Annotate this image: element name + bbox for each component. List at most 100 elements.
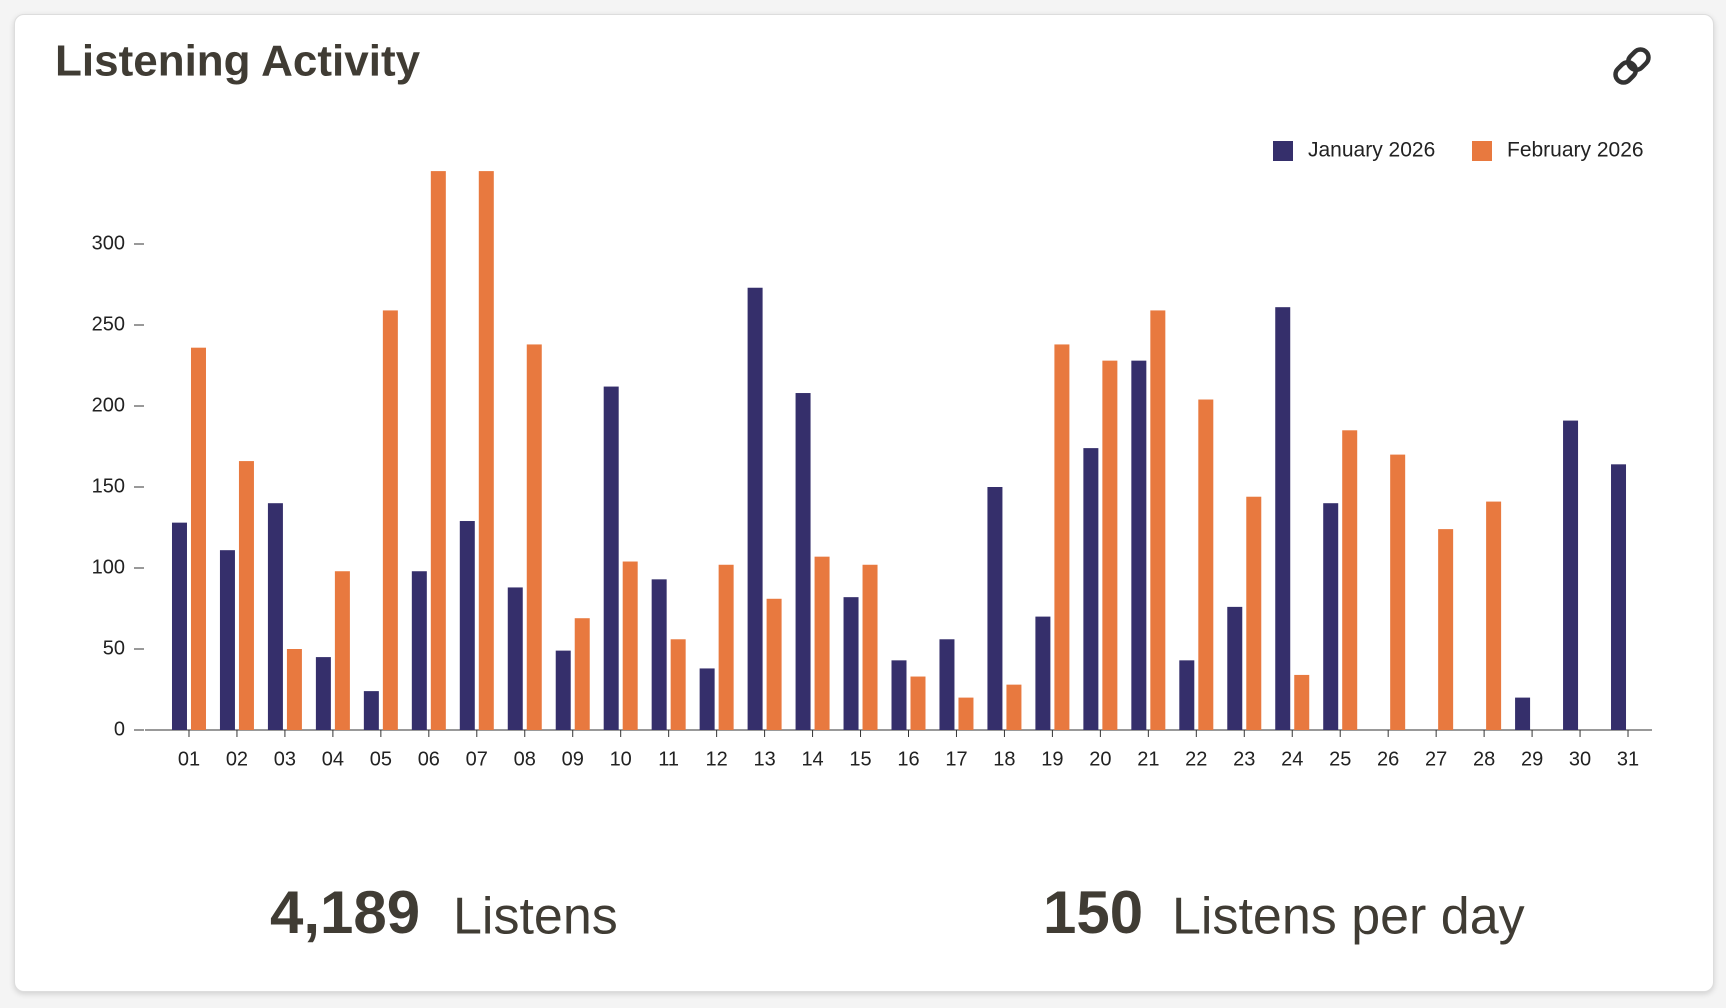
bar [1006,684,1022,730]
x-tick-label: 12 [706,748,728,770]
x-tick-label: 28 [1473,748,1495,770]
bar [718,564,734,730]
y-tick-label: 150 [92,475,125,497]
bar [987,487,1003,730]
bar [1294,674,1310,730]
x-tick-label: 02 [226,748,248,770]
bar [843,597,859,730]
legend-swatch [1472,141,1492,161]
bar [766,598,782,730]
bar [1390,454,1406,730]
bar [363,691,379,730]
bar [430,171,446,731]
bar [910,676,926,730]
bar [459,521,475,730]
x-tick-label: 15 [849,748,871,770]
stat-value: 4,189 [270,879,420,946]
bar [1131,360,1147,730]
bar [315,657,331,730]
x-tick-label: 31 [1617,748,1639,770]
chart-title: Listening Activity [55,37,421,86]
link-icon[interactable] [1612,46,1652,86]
bar [814,556,830,730]
x-tick-label: 17 [945,748,967,770]
bar [958,697,974,730]
bar [526,344,542,730]
x-tick-label: 05 [370,748,392,770]
stat-value: 150 [1043,879,1143,946]
legend-swatch [1273,141,1293,161]
bar [891,660,907,730]
x-tick-label: 08 [514,748,536,770]
bar [478,171,494,731]
x-tick-label: 09 [562,748,584,770]
bar [1246,496,1262,730]
x-tick-label: 11 [658,748,679,770]
bar [1275,307,1291,730]
x-tick-label: 01 [178,748,200,770]
y-tick-label: 200 [92,394,125,416]
bar [1083,448,1099,730]
stat-label: Listens [453,888,618,946]
x-tick-label: 22 [1185,748,1207,770]
x-tick-label: 19 [1041,748,1063,770]
x-tick-label: 30 [1569,748,1591,770]
card [14,14,1714,992]
x-tick-label: 21 [1137,748,1159,770]
y-tick-label: 250 [92,313,125,335]
bar [555,650,571,730]
bar [238,461,254,730]
bar [1150,310,1166,730]
bar [670,639,686,730]
stat-label: Listens per day [1172,888,1525,946]
bar [1611,464,1627,730]
bar [939,639,955,730]
bar [1515,697,1531,730]
bar [651,579,667,730]
x-tick-label: 29 [1521,748,1543,770]
bar [334,571,350,730]
bar [1438,529,1454,730]
y-tick-label: 50 [103,637,125,659]
bar [267,503,283,730]
bar [699,668,715,730]
bar [171,522,187,730]
x-tick-label: 04 [322,748,344,770]
y-tick-label: 100 [92,556,125,578]
bar [1227,606,1243,730]
bar [574,618,590,730]
bar [1102,360,1118,730]
bar [507,587,523,730]
x-tick-label: 07 [466,748,488,770]
x-tick-label: 25 [1329,748,1351,770]
x-tick-label: 03 [274,748,296,770]
bar [1323,503,1339,730]
bar [1179,660,1195,730]
x-tick-label: 16 [897,748,919,770]
bar [862,564,878,730]
bar [1563,420,1579,730]
x-tick-label: 18 [993,748,1015,770]
x-tick-label: 27 [1425,748,1447,770]
x-tick-label: 14 [801,748,823,770]
bar [286,649,302,730]
y-tick-label: 0 [114,718,125,740]
x-tick-label: 26 [1377,748,1399,770]
legend-label: January 2026 [1308,139,1435,162]
bar [747,287,763,730]
x-tick-label: 06 [418,748,440,770]
bar [622,561,638,730]
x-tick-label: 20 [1089,748,1111,770]
bar [1198,399,1214,730]
bar [411,571,427,730]
bar [1342,430,1358,730]
x-tick-label: 23 [1233,748,1255,770]
bar [1486,501,1502,730]
bar [795,393,811,730]
bar [1035,616,1051,730]
bar [1054,344,1070,730]
y-tick-label: 300 [92,232,125,254]
legend-label: February 2026 [1507,139,1644,162]
